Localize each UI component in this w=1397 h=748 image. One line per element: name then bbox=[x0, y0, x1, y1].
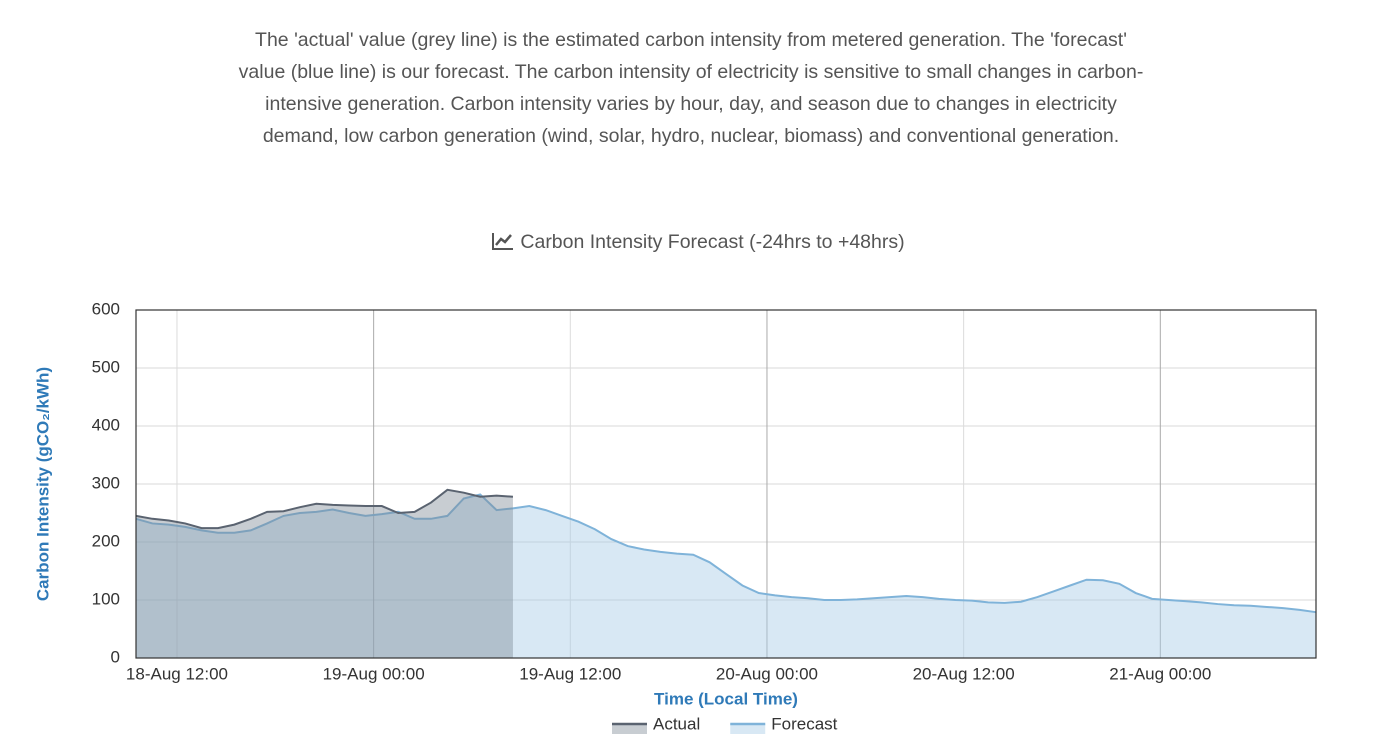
y-tick-label: 200 bbox=[92, 531, 120, 550]
chart-icon bbox=[492, 233, 514, 250]
x-tick-label: 18-Aug 12:00 bbox=[126, 664, 228, 683]
plot-frame bbox=[135, 309, 1317, 659]
x-tick-label: 19-Aug 12:00 bbox=[519, 664, 621, 683]
y-tick-label: 300 bbox=[92, 473, 120, 492]
legend-label: Actual bbox=[653, 714, 700, 733]
area bbox=[136, 489, 513, 658]
y-tick-label: 100 bbox=[92, 589, 120, 608]
chart-title: Carbon Intensity Forecast (-24hrs to +48… bbox=[520, 231, 905, 253]
y-tick-label: 0 bbox=[111, 647, 120, 666]
chart-heading: Carbon Intensity Forecast (-24hrs to +48… bbox=[0, 231, 1397, 254]
y-axis-label: Carbon Intensity (gCO₂/kWh) bbox=[33, 367, 52, 601]
x-tick-label: 21-Aug 00:00 bbox=[1109, 664, 1211, 683]
y-tick-label: 500 bbox=[92, 357, 120, 376]
x-tick-label: 19-Aug 00:00 bbox=[323, 664, 425, 683]
description: The 'actual' value (grey line) is the es… bbox=[238, 29, 1144, 147]
x-axis-label: Time (Local Time) bbox=[654, 689, 798, 708]
x-tick-label: 20-Aug 00:00 bbox=[716, 664, 818, 683]
x-tick-label: 20-Aug 12:00 bbox=[913, 664, 1015, 683]
y-tick-label: 600 bbox=[92, 299, 120, 318]
legend-swatch bbox=[730, 724, 766, 734]
line bbox=[135, 493, 1317, 614]
y-tick-label: 400 bbox=[92, 415, 120, 434]
legend-swatch bbox=[612, 724, 647, 734]
area bbox=[136, 494, 1316, 658]
line bbox=[135, 488, 514, 530]
legend-label: Forecast bbox=[771, 714, 837, 733]
